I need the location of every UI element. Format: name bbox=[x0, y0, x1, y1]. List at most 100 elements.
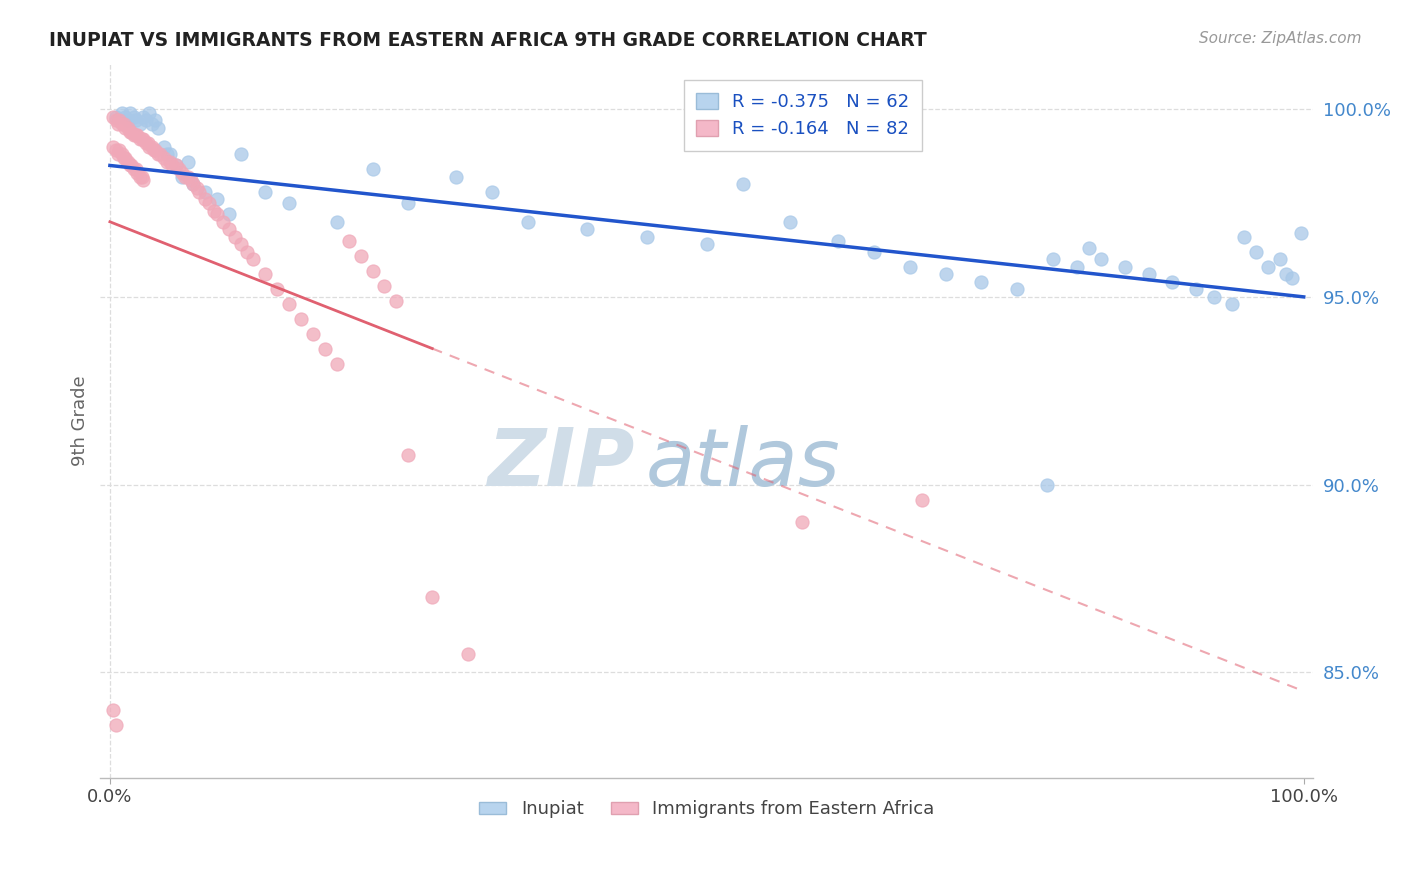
Point bbox=[138, 106, 160, 120]
Point bbox=[132, 110, 155, 124]
Point bbox=[114, 151, 136, 165]
Point bbox=[132, 132, 155, 146]
Point bbox=[636, 229, 658, 244]
Point bbox=[194, 192, 217, 206]
Point bbox=[111, 106, 134, 120]
Point bbox=[792, 515, 814, 529]
Point bbox=[314, 343, 336, 357]
Point bbox=[1233, 229, 1256, 244]
Point bbox=[159, 154, 181, 169]
Point bbox=[122, 162, 145, 177]
Point bbox=[128, 132, 150, 146]
Point bbox=[194, 185, 217, 199]
Point bbox=[149, 147, 172, 161]
Point bbox=[176, 154, 198, 169]
Point bbox=[143, 144, 166, 158]
Point bbox=[156, 154, 179, 169]
Point bbox=[1036, 477, 1059, 491]
Point bbox=[266, 282, 288, 296]
Point bbox=[165, 158, 187, 172]
Point bbox=[935, 268, 957, 282]
Point bbox=[1275, 268, 1298, 282]
Point bbox=[111, 117, 134, 131]
Point bbox=[1042, 252, 1064, 267]
Point bbox=[1161, 275, 1184, 289]
Point bbox=[202, 203, 225, 218]
Point bbox=[188, 185, 211, 199]
Point bbox=[349, 249, 371, 263]
Point bbox=[337, 234, 360, 248]
Point bbox=[120, 158, 142, 172]
Text: Source: ZipAtlas.com: Source: ZipAtlas.com bbox=[1198, 31, 1361, 46]
Point bbox=[183, 178, 205, 192]
Point bbox=[420, 591, 443, 605]
Point bbox=[373, 278, 395, 293]
Point bbox=[325, 215, 347, 229]
Point bbox=[108, 144, 131, 158]
Text: atlas: atlas bbox=[647, 425, 841, 502]
Point bbox=[120, 106, 142, 120]
Point bbox=[117, 154, 139, 169]
Point bbox=[576, 222, 599, 236]
Point bbox=[165, 158, 187, 172]
Point bbox=[516, 215, 538, 229]
Point bbox=[911, 492, 934, 507]
Point bbox=[170, 166, 193, 180]
Point bbox=[127, 166, 149, 180]
Point bbox=[224, 229, 246, 244]
Point bbox=[114, 120, 136, 135]
Point bbox=[290, 312, 312, 326]
Point bbox=[131, 132, 153, 146]
Point bbox=[1090, 252, 1112, 267]
Point bbox=[278, 297, 301, 311]
Y-axis label: 9th Grade: 9th Grade bbox=[72, 376, 89, 467]
Point bbox=[141, 117, 163, 131]
Point bbox=[122, 128, 145, 143]
Point bbox=[120, 158, 142, 172]
Point bbox=[125, 113, 148, 128]
Point bbox=[207, 192, 229, 206]
Point bbox=[254, 268, 277, 282]
Point bbox=[152, 139, 174, 153]
Point bbox=[779, 215, 801, 229]
Point bbox=[104, 144, 127, 158]
Point bbox=[135, 113, 157, 128]
Point bbox=[104, 113, 127, 128]
Point bbox=[186, 181, 208, 195]
Point bbox=[183, 178, 205, 192]
Point bbox=[143, 144, 166, 158]
Point bbox=[1281, 271, 1303, 285]
Point bbox=[141, 139, 163, 153]
Point bbox=[396, 196, 419, 211]
Point bbox=[198, 196, 221, 211]
Point bbox=[131, 169, 153, 184]
Point bbox=[180, 173, 202, 187]
Point bbox=[1257, 260, 1279, 274]
Point bbox=[254, 185, 277, 199]
Point bbox=[159, 147, 181, 161]
Point bbox=[278, 196, 301, 211]
Point bbox=[156, 147, 179, 161]
Point bbox=[212, 215, 235, 229]
Point bbox=[1268, 252, 1291, 267]
Point bbox=[176, 169, 198, 184]
Point bbox=[444, 169, 467, 184]
Point bbox=[120, 125, 142, 139]
Point bbox=[117, 113, 139, 128]
Point bbox=[696, 237, 718, 252]
Point bbox=[138, 139, 160, 153]
Point bbox=[167, 162, 190, 177]
Point bbox=[104, 718, 127, 732]
Point bbox=[1137, 268, 1160, 282]
Point bbox=[385, 293, 408, 308]
Point bbox=[325, 358, 347, 372]
Point bbox=[396, 448, 419, 462]
Legend: Inupiat, Immigrants from Eastern Africa: Inupiat, Immigrants from Eastern Africa bbox=[472, 793, 942, 826]
Point bbox=[218, 207, 240, 221]
Point bbox=[122, 110, 145, 124]
Point bbox=[132, 173, 155, 187]
Point bbox=[1204, 290, 1226, 304]
Point bbox=[863, 244, 886, 259]
Point bbox=[125, 162, 148, 177]
Point bbox=[143, 113, 166, 128]
